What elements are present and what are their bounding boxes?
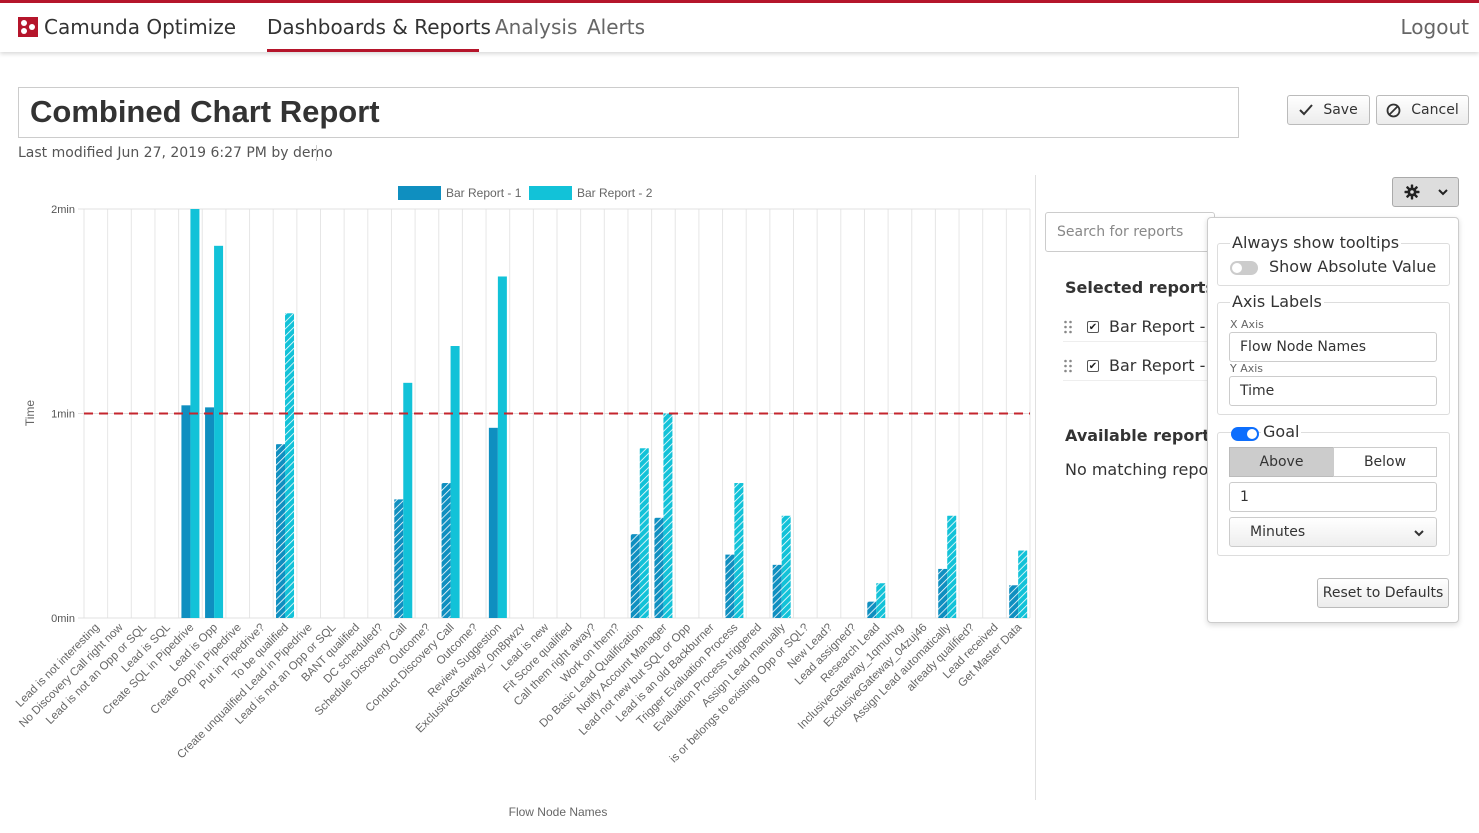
bar-series-1 <box>772 564 782 618</box>
y-axis-input[interactable]: Time <box>1229 376 1437 406</box>
bar-series-2 <box>450 346 460 618</box>
chevron-down-icon <box>1414 530 1424 537</box>
last-modified-text: Last modified Jun 27, 2019 6:27 PM by de… <box>18 145 333 161</box>
logout-link[interactable]: Logout <box>1400 15 1469 39</box>
chevron-down-icon <box>1437 189 1448 196</box>
no-matching-reports-text: No matching report <box>1065 460 1222 479</box>
bar-series-2 <box>285 313 295 618</box>
bar-series-1 <box>1009 585 1019 618</box>
report-title-input[interactable]: Combined Chart Report <box>18 87 1239 138</box>
goal-above-button[interactable]: Above <box>1229 447 1334 477</box>
y-axis-label: Y Axis <box>1230 362 1264 375</box>
goal-unit-value: Minutes <box>1250 524 1306 540</box>
axis-labels-title: Axis Labels <box>1230 292 1324 311</box>
legend-label: Bar Report - 1 <box>446 186 522 200</box>
report-checkbox[interactable]: ✔ <box>1087 320 1099 333</box>
goal-unit-select[interactable]: Minutes <box>1229 517 1437 547</box>
cancel-icon <box>1386 103 1401 117</box>
gear-icon <box>1404 184 1419 200</box>
save-label: Save <box>1323 102 1358 118</box>
bar-series-1 <box>654 517 664 618</box>
chart-configuration-popover: Always show tooltips Show Absolute Value… <box>1207 217 1459 623</box>
toggle-knob <box>1247 429 1257 439</box>
x-axis-input[interactable]: Flow Node Names <box>1229 332 1437 362</box>
legend-label: Bar Report - 2 <box>577 186 653 200</box>
sidebar-divider <box>1035 175 1036 800</box>
report-name: Bar Report - <box>1109 317 1206 336</box>
legend-swatch <box>398 186 441 200</box>
bar-series-2 <box>639 448 649 618</box>
bar-series-1 <box>205 407 215 618</box>
x-axis-title: Flow Node Names <box>509 805 608 819</box>
bar-series-2 <box>214 245 224 618</box>
toggle-knob <box>1232 263 1242 273</box>
save-button[interactable]: Save <box>1287 95 1370 125</box>
bar-series-2 <box>876 583 886 618</box>
brand[interactable]: Camunda Optimize <box>18 15 236 39</box>
drag-handle-icon[interactable] <box>1063 359 1073 373</box>
bar-series-2 <box>734 483 744 618</box>
camunda-logo-icon <box>18 17 38 37</box>
chart-settings-button[interactable] <box>1392 177 1459 207</box>
bar-series-2 <box>947 515 957 618</box>
report-checkbox[interactable]: ✔ <box>1087 359 1099 372</box>
bar-series-1 <box>488 427 498 618</box>
available-reports-label: Available reports: <box>1065 426 1226 445</box>
goal-below-button[interactable]: Below <box>1333 447 1437 477</box>
x-tick-label: Lead is not an Opp or SQL <box>44 621 150 727</box>
y-tick-label: 1min <box>51 409 75 421</box>
bar-series-1 <box>630 534 640 618</box>
report-title: Combined Chart Report <box>30 94 380 129</box>
y-axis-title: Time <box>23 400 37 427</box>
bar-series-1 <box>938 568 948 618</box>
bar-series-1 <box>181 405 191 618</box>
bar-series-2 <box>663 413 673 618</box>
bar-series-2 <box>1018 550 1028 618</box>
selected-report-item[interactable]: ✔ Bar Report - <box>1063 312 1213 342</box>
bar-series-2 <box>781 515 791 618</box>
reset-to-defaults-button[interactable]: Reset to Defaults <box>1317 578 1449 608</box>
absolute-value-label: Show Absolute Value <box>1269 257 1437 276</box>
cancel-label: Cancel <box>1411 102 1459 118</box>
y-tick-label: 2min <box>51 204 75 216</box>
bar-chart: 0min 1min 2min Bar Report - 1 Bar Report - 2… <box>14 186 1031 819</box>
chart-area: 0min 1min 2min Bar Report - 1 Bar Report - 2… <box>0 175 1035 829</box>
bar-series-1 <box>441 483 451 618</box>
search-reports-input[interactable]: Search for reports <box>1045 212 1215 252</box>
nav-alerts[interactable]: Alerts <box>587 15 646 39</box>
nav-analysis[interactable]: Analysis <box>495 15 578 39</box>
nav-dashboards-reports[interactable]: Dashboards & Reports <box>267 15 491 39</box>
goal-title: Goal <box>1261 422 1302 441</box>
selected-reports-label: Selected reports: <box>1065 278 1222 297</box>
y-tick-label: 0min <box>51 613 75 625</box>
legend-swatch <box>529 186 572 200</box>
goal-value-input[interactable]: 1 <box>1229 482 1437 512</box>
tooltips-fieldset: Always show tooltips Show Absolute Value <box>1217 233 1450 286</box>
x-axis-label: X Axis <box>1230 318 1264 331</box>
absolute-value-toggle[interactable] <box>1230 261 1258 275</box>
bar-series-1 <box>867 601 877 618</box>
selected-report-item[interactable]: ✔ Bar Report - <box>1063 351 1213 381</box>
bar-series-1 <box>725 554 735 618</box>
divider <box>316 145 317 161</box>
cancel-button[interactable]: Cancel <box>1376 95 1469 125</box>
bar-series-2 <box>497 276 507 618</box>
goal-toggle[interactable] <box>1231 427 1259 441</box>
bar-series-1 <box>276 444 286 618</box>
drag-handle-icon[interactable] <box>1063 320 1073 334</box>
tooltips-title: Always show tooltips <box>1230 233 1402 252</box>
axis-labels-fieldset: Axis Labels X Axis Flow Node Names Y Axi… <box>1217 292 1450 415</box>
bar-series-1 <box>394 499 404 618</box>
brand-name: Camunda Optimize <box>44 15 237 39</box>
top-navigation-bar: Camunda Optimize Dashboards & Reports An… <box>0 0 1479 52</box>
goal-fieldset: Goal Above Below 1 Minutes <box>1217 422 1450 556</box>
check-icon <box>1299 104 1314 116</box>
bar-series-2 <box>403 382 413 618</box>
active-nav-indicator <box>267 49 479 52</box>
report-name: Bar Report - <box>1109 356 1206 375</box>
